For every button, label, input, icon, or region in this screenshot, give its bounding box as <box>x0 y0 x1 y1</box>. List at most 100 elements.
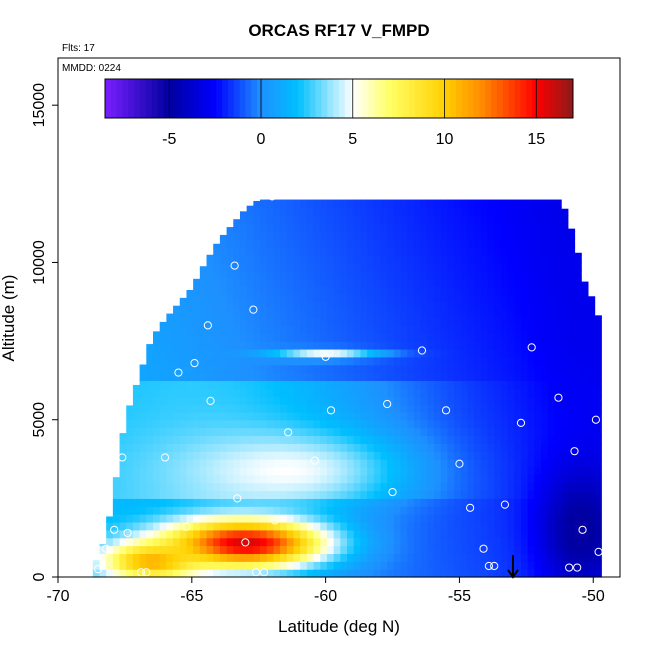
heatmap-cell <box>434 286 442 295</box>
heatmap-cell <box>480 419 489 429</box>
heatmap-cell <box>219 246 228 256</box>
heatmap-cell <box>273 254 281 264</box>
heatmap-cell <box>587 451 596 460</box>
heatmap-cell <box>574 317 582 326</box>
colorbar-segment <box>303 79 311 118</box>
heatmap-cell <box>567 553 576 562</box>
heatmap-cell <box>193 466 201 476</box>
heatmap-cell <box>587 459 596 468</box>
heatmap-cell <box>293 270 301 279</box>
heatmap-cell <box>413 293 422 303</box>
heatmap-cell <box>173 396 181 405</box>
heatmap-cell <box>373 278 382 287</box>
heatmap-cell <box>520 514 529 523</box>
heatmap-cell <box>193 490 201 499</box>
heatmap-cell <box>286 411 295 421</box>
heatmap-cell <box>347 341 355 350</box>
heatmap-cell <box>273 270 281 279</box>
heatmap-cell <box>567 443 576 452</box>
heatmap-cell <box>581 348 589 358</box>
heatmap-cell <box>306 388 315 397</box>
heatmap-cell <box>132 451 141 460</box>
heatmap-cell <box>547 215 556 224</box>
heatmap-cell <box>139 411 147 421</box>
x-axis-label: Latitude (deg N) <box>278 617 400 636</box>
heatmap-cell <box>239 211 248 216</box>
heatmap-cell <box>199 341 208 350</box>
heatmap-cell <box>246 443 254 452</box>
heatmap-cell <box>326 553 335 562</box>
sample-marker <box>160 453 170 462</box>
heatmap-cell <box>547 254 556 264</box>
heatmap-cell <box>413 404 422 413</box>
heatmap-cell <box>527 521 535 531</box>
heatmap-cell <box>273 348 281 358</box>
heatmap-cell <box>514 435 522 444</box>
heatmap-cell <box>320 301 328 311</box>
heatmap-cell <box>266 451 275 460</box>
heatmap-cell <box>454 333 462 342</box>
heatmap-cell <box>219 325 228 334</box>
heatmap-cell <box>547 262 556 271</box>
heatmap-cell <box>313 278 321 287</box>
heatmap-cell <box>159 553 167 562</box>
heatmap-cell <box>420 238 428 248</box>
heatmap-cell <box>541 215 549 224</box>
heatmap-cell <box>440 459 448 468</box>
heatmap-cell <box>340 293 348 303</box>
heatmap-cell <box>467 231 475 240</box>
heatmap-cell <box>387 404 395 413</box>
heatmap-cell <box>460 380 469 389</box>
heatmap-cell <box>326 569 335 578</box>
heatmap-cell <box>286 427 295 437</box>
heatmap-cell <box>427 529 435 539</box>
heatmap-cell <box>594 396 602 405</box>
heatmap-cell <box>494 223 502 232</box>
heatmap-cell <box>413 529 422 539</box>
heatmap-cell <box>393 561 402 570</box>
heatmap-cell <box>487 231 495 240</box>
heatmap-cell <box>173 498 181 507</box>
heatmap-cell <box>173 474 181 484</box>
heatmap-cell <box>494 474 502 484</box>
heatmap-cell <box>393 286 402 295</box>
heatmap-cell <box>173 309 181 319</box>
heatmap-cell <box>340 451 348 460</box>
heatmap-cell <box>347 466 355 476</box>
heatmap-cell <box>280 278 288 287</box>
heatmap-cell <box>594 529 602 539</box>
colorbar-segment <box>128 79 135 118</box>
heatmap-cell <box>193 435 201 444</box>
colorbar-segment <box>145 79 153 118</box>
heatmap-cell <box>273 215 281 224</box>
sample-marker <box>570 447 579 456</box>
heatmap-cell <box>407 506 415 515</box>
colorbar-segment <box>280 79 287 118</box>
sample-marker <box>259 568 269 577</box>
heatmap-cell <box>393 404 402 413</box>
heatmap-cell <box>434 254 442 264</box>
heatmap-cell <box>393 498 402 507</box>
heatmap-cell <box>514 529 522 539</box>
heatmap-cell <box>400 380 408 389</box>
heatmap-cell <box>300 474 308 484</box>
heatmap-cell <box>233 569 241 578</box>
heatmap-cell <box>561 459 569 468</box>
heatmap-cell <box>460 451 469 460</box>
heatmap-cell <box>467 309 475 319</box>
sample-marker <box>554 393 563 402</box>
heatmap-cell <box>494 231 502 240</box>
heatmap-cell <box>574 372 582 382</box>
heatmap-cell <box>193 459 201 468</box>
heatmap-cell <box>434 514 442 523</box>
heatmap-cell <box>500 238 509 248</box>
colorbar-segment <box>333 79 340 118</box>
x-tick-label: -60 <box>314 588 337 605</box>
heatmap-cell <box>460 317 469 326</box>
heatmap-cell <box>447 388 455 397</box>
heatmap-cell <box>460 569 469 578</box>
heatmap-cell <box>159 372 167 382</box>
heatmap-cell <box>206 333 214 342</box>
heatmap-cell <box>467 262 475 271</box>
heatmap-cell <box>193 529 201 539</box>
